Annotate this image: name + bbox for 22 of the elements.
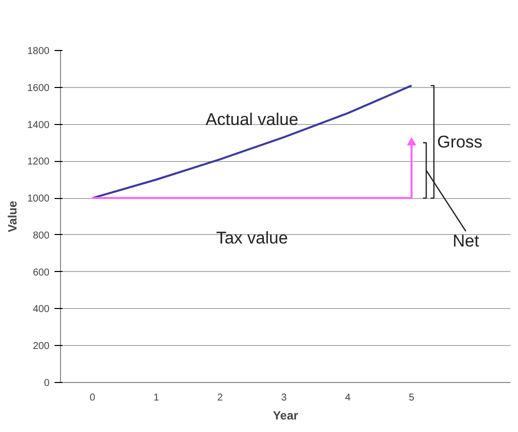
y-tick-label: 1000 (27, 194, 50, 205)
y-tick-label: 1600 (27, 82, 50, 94)
x-tick-label: 5 (408, 392, 415, 404)
y-tick-label: 200 (32, 341, 50, 352)
x-tick-label: 3 (281, 392, 288, 404)
y-axis-title: Value (5, 200, 20, 232)
x-axis-title: Year (272, 408, 299, 422)
x-tick-label: 2 (217, 392, 224, 404)
y-tick-label: 600 (32, 267, 50, 278)
y-tick-label: 1200 (27, 156, 50, 168)
series-label: Tax value (216, 228, 288, 248)
x-tick-label: 4 (344, 392, 351, 404)
x-tick-label: 1 (153, 392, 160, 404)
y-tick-label: 0 (44, 378, 50, 389)
series-label: Actual value (206, 110, 298, 129)
text: Net (452, 231, 480, 250)
annotation: Gross (437, 132, 482, 152)
y-tick-label: 1800 (27, 46, 50, 57)
y-tick-label: 800 (32, 230, 50, 242)
y-tick-label: 1400 (27, 120, 50, 131)
x-tick-label: 0 (90, 392, 96, 404)
y-tick-label: 400 (32, 304, 50, 316)
